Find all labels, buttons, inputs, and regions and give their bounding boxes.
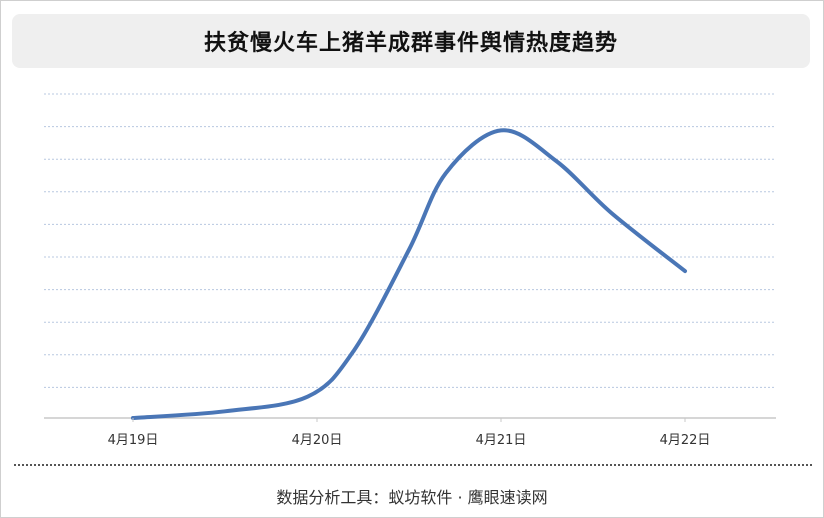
footer-source-note: 数据分析工具：蚁坊软件 · 鹰眼速读网 bbox=[276, 488, 548, 507]
chart-series bbox=[131, 128, 687, 420]
chart-gridlines bbox=[44, 93, 776, 388]
chart-title: 扶贫慢火车上猪羊成群事件舆情热度趋势 bbox=[203, 31, 618, 56]
chart-title-bar: 扶贫慢火车上猪羊成群事件舆情热度趋势 bbox=[12, 14, 810, 68]
x-tick-label: 4月22日 bbox=[660, 433, 711, 448]
x-tick-label: 4月19日 bbox=[108, 433, 159, 448]
series-line bbox=[131, 128, 687, 420]
x-axis-tick-labels: 4月19日 4月20日 4月21日 4月22日 bbox=[108, 418, 711, 448]
x-tick-label: 4月20日 bbox=[292, 433, 343, 448]
x-tick-label: 4月21日 bbox=[476, 433, 527, 448]
footer-divider bbox=[14, 464, 812, 466]
